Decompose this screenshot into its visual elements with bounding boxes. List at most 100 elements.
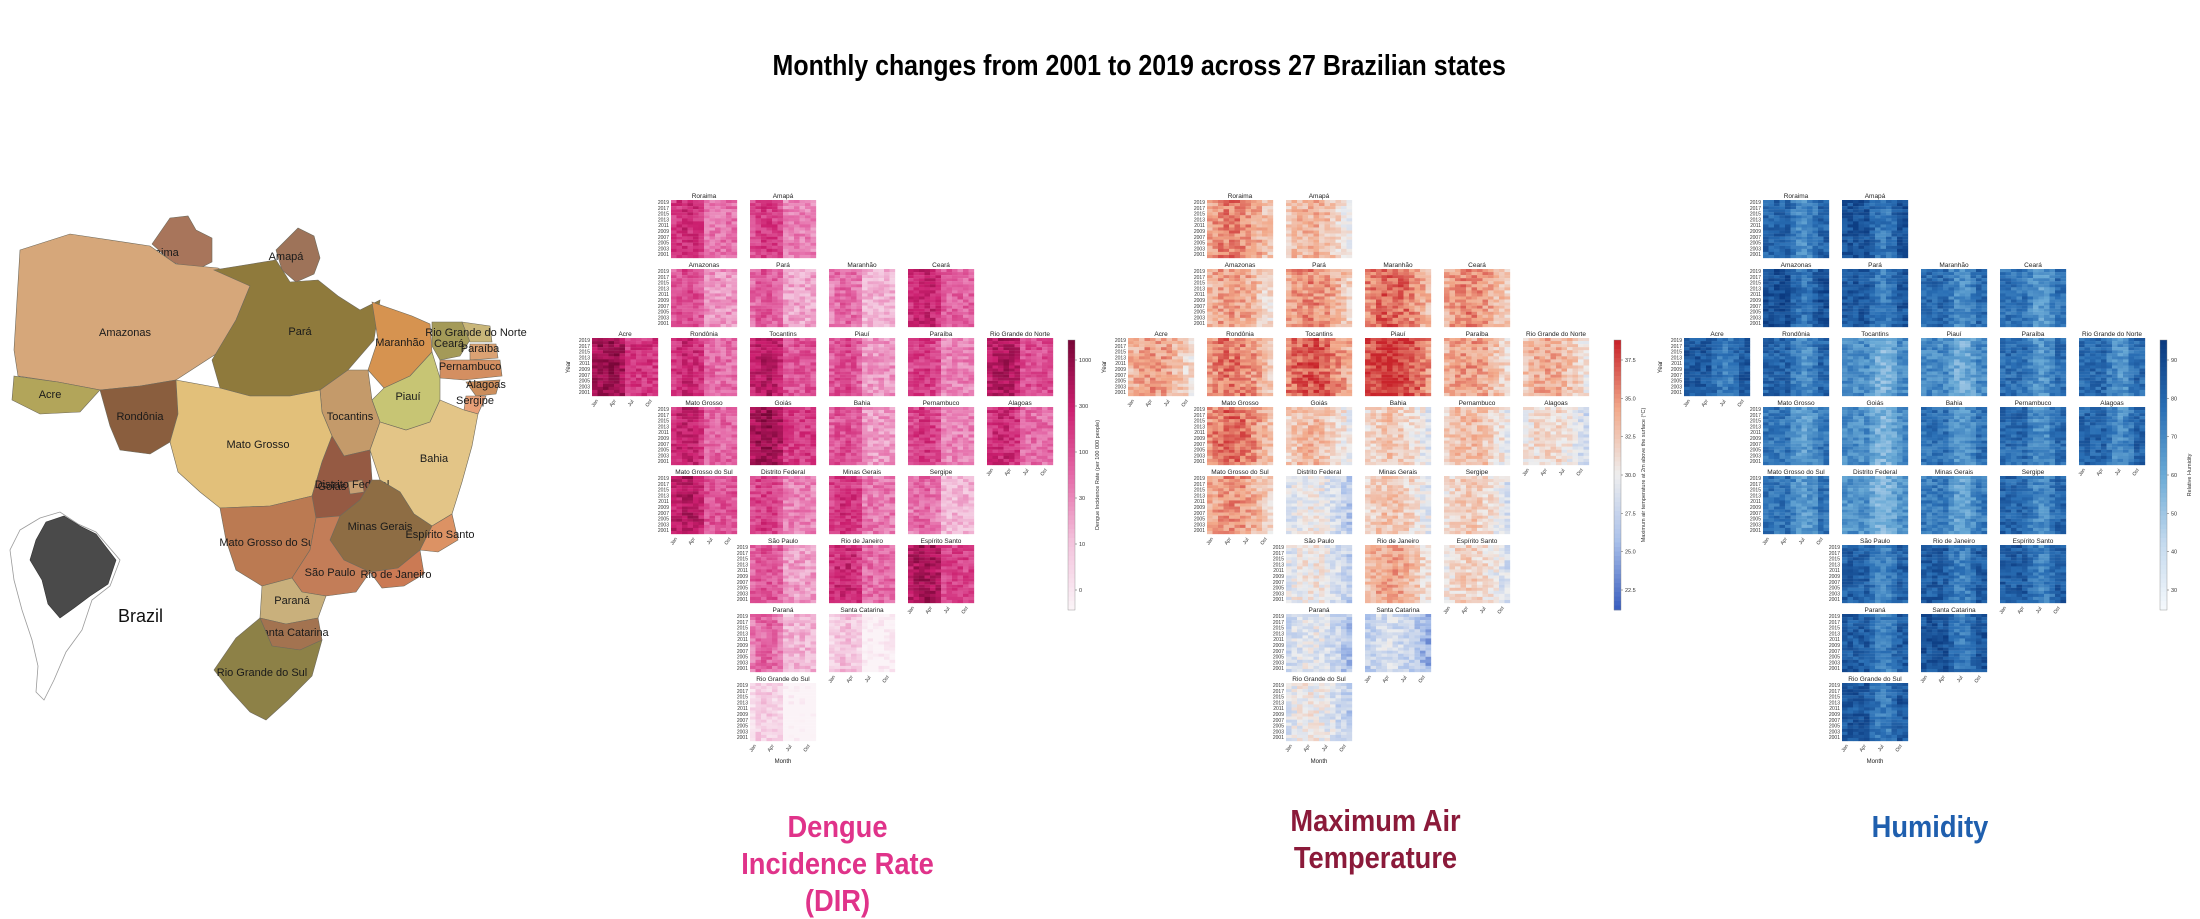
heatmap-cell (682, 485, 688, 489)
heatmap-cell (924, 347, 931, 351)
heatmap-cell (630, 338, 637, 342)
heatmap-cell (878, 314, 885, 318)
heatmap-cell (608, 353, 615, 357)
heatmap-cell (794, 437, 800, 441)
heatmap-cell (777, 353, 784, 357)
heatmap-cell (755, 518, 762, 522)
heatmap-cell (676, 446, 683, 450)
heatmap-cell (952, 506, 958, 510)
heatmap-cell (834, 392, 841, 397)
heatmap-cell (794, 548, 800, 552)
heatmap-cell (968, 440, 975, 444)
heatmap-cell (799, 338, 806, 342)
heatmap-cell (698, 509, 705, 513)
heatmap-cell (834, 365, 841, 369)
heatmap-cell (715, 269, 721, 273)
heatmap-cell (987, 392, 993, 397)
heatmap-cell (957, 437, 964, 441)
heatmap-cell (884, 278, 890, 282)
heatmap-cell (968, 356, 975, 360)
heatmap-cell (987, 452, 993, 456)
heatmap-cell (913, 290, 920, 294)
heatmap-cell (788, 347, 795, 351)
heatmap-cell (946, 368, 953, 372)
heatmap-cell (829, 269, 835, 273)
heatmap-cell (935, 275, 942, 279)
heatmap-cell (794, 545, 800, 549)
heatmap-cell (625, 383, 631, 387)
heatmap-cell (1047, 446, 1054, 450)
heatmap-cell (715, 479, 721, 483)
heatmap-cell (941, 461, 947, 466)
heatmap-cell (761, 212, 767, 216)
heatmap-cell (682, 494, 688, 498)
heatmap-cell (919, 422, 925, 426)
heatmap-cell (952, 290, 958, 294)
heatmap-cell (671, 503, 677, 507)
heatmap-cell (709, 419, 716, 423)
heatmap-cell (709, 233, 716, 237)
heatmap-cell (946, 458, 953, 463)
heatmap-cell (647, 353, 653, 357)
heatmap-cell (687, 272, 694, 276)
heatmap-cell (968, 494, 975, 498)
heatmap-cell (987, 425, 993, 429)
heatmap-cell (777, 377, 784, 381)
heatmap-cell (845, 521, 852, 525)
heatmap-cell (755, 458, 762, 463)
heatmap-cell (671, 221, 677, 225)
heatmap-cell (829, 311, 835, 315)
heatmap-cell (952, 407, 958, 411)
heatmap-cell (676, 455, 683, 460)
heatmap-cell (731, 344, 738, 348)
heatmap-cell (715, 509, 721, 513)
heatmap-cell (720, 506, 727, 510)
heatmap-cell (873, 410, 879, 414)
heatmap-goias: Goiás (750, 400, 817, 466)
heatmap-cell (750, 509, 756, 513)
heatmap-cell (1047, 437, 1054, 441)
heatmap-cell (851, 515, 857, 519)
heatmap-cell (709, 527, 716, 532)
heatmap-cell (919, 446, 925, 450)
heatmap-cell (968, 515, 975, 519)
heatmap-cell (682, 506, 688, 510)
heatmap-cell (652, 344, 659, 348)
heatmap-cell (794, 410, 800, 414)
heatmap-cell (834, 527, 841, 532)
heatmap-cell (794, 362, 800, 366)
heatmap-cell (682, 305, 688, 309)
heatmap-cell (799, 341, 806, 345)
heatmap-cell (772, 365, 778, 369)
heatmap-cell (924, 515, 931, 519)
heatmap-cell (1014, 383, 1021, 387)
heatmap-cell (619, 365, 626, 369)
heatmap-cell (794, 305, 800, 309)
heatmap-cell (946, 425, 953, 429)
heatmap-cell (799, 422, 806, 426)
heatmap-cell (788, 485, 795, 489)
heatmap-cell (777, 278, 784, 282)
heatmap-cell (1020, 446, 1026, 450)
heatmap-cell (1042, 461, 1048, 466)
heatmap-cell (935, 431, 942, 435)
heatmap-cell (946, 365, 953, 369)
heatmap-cell (930, 506, 936, 510)
heatmap-cell (1025, 341, 1032, 345)
heatmap-cell (682, 275, 688, 279)
heatmap-cell (952, 314, 958, 318)
heatmap-cell (671, 431, 677, 435)
heatmap-cell (682, 437, 688, 441)
heatmap-cell (856, 281, 863, 285)
heatmap-cell (788, 407, 795, 411)
heatmap-cell (924, 503, 931, 507)
heatmap-cell (671, 392, 677, 397)
heatmap-cell (772, 410, 778, 414)
heatmap-cell (772, 494, 778, 498)
heatmap-cell (840, 458, 846, 463)
heatmap-cell (862, 476, 868, 480)
heatmap-cell (726, 299, 732, 303)
heatmap-cell (731, 239, 738, 243)
heatmap-cell (777, 488, 784, 492)
heatmap-cell (867, 368, 874, 372)
